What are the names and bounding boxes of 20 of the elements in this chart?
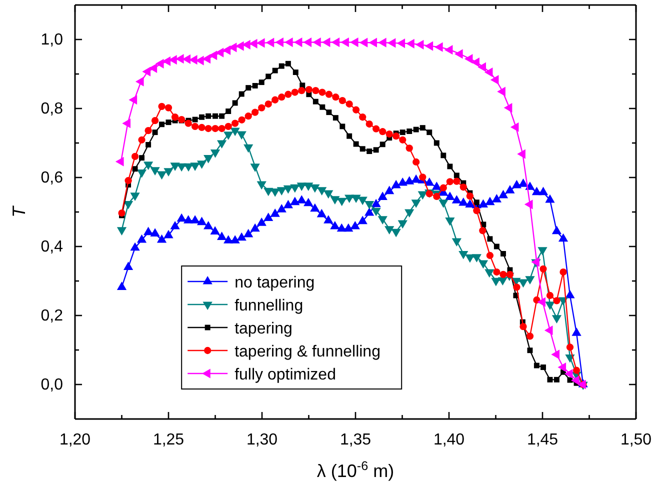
legend-label: funnelling <box>234 298 304 314</box>
y-tick-label: 0,0 <box>40 376 64 394</box>
x-tick-label: 1,40 <box>433 431 465 448</box>
x-tick-label: 1,35 <box>340 431 372 448</box>
legend-label: tapering & funnelling <box>234 344 380 360</box>
x-tick-label: 1,45 <box>526 431 558 448</box>
y-tick-label: 0,8 <box>40 100 64 118</box>
y-tick-label: 0,4 <box>40 238 64 256</box>
y-tick-label: 1,0 <box>40 32 64 49</box>
y-tick-label: 0,6 <box>40 170 64 187</box>
x-tick-label: 1,20 <box>59 431 91 448</box>
legend-label: tapering <box>234 320 292 338</box>
x-axis-title: λ (10$^{-6}$ m) <box>316 459 394 481</box>
y-axis-title: T <box>9 204 29 218</box>
y-tick-label: 0,2 <box>40 308 64 325</box>
x-tick-label: 1,50 <box>620 431 652 448</box>
legend-label: no tapering <box>234 274 315 292</box>
x-tick-label: 1,25 <box>152 431 184 448</box>
x-tick-label: 1,30 <box>246 431 278 448</box>
legend-label: fully optimized <box>234 366 336 384</box>
